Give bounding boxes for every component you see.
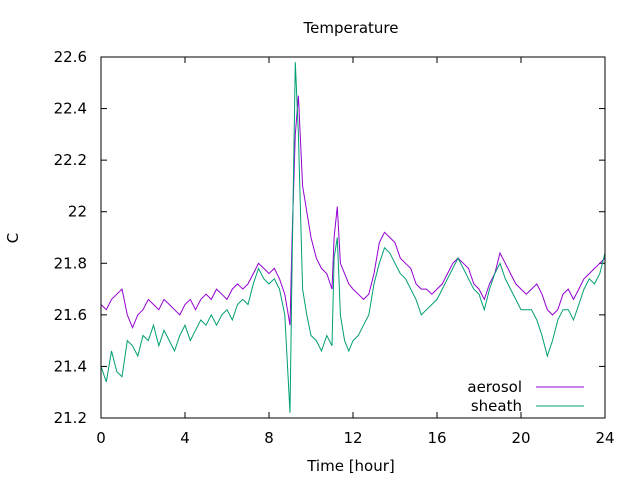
plot-border <box>100 56 606 419</box>
y-tick-label: 22.6 <box>54 48 87 66</box>
x-axis-label: Time [hour] <box>306 457 395 475</box>
x-tick-label: 16 <box>427 429 446 447</box>
x-tick-label: 8 <box>264 429 274 447</box>
y-tick-label: 22.4 <box>54 100 87 118</box>
x-tick-label: 20 <box>511 429 530 447</box>
y-tick-label: 21.4 <box>54 357 87 375</box>
series-layer <box>100 62 606 413</box>
y-tick-label: 22.2 <box>54 151 87 169</box>
x-tick-label: 4 <box>180 429 190 447</box>
chart-title: Temperature <box>302 19 398 37</box>
series-line-sheath <box>100 62 606 413</box>
y-axis-label: C <box>4 233 22 243</box>
legend: aerosol sheath <box>467 378 584 415</box>
legend-label-aerosol: aerosol <box>467 378 522 396</box>
axis-ticks: 0 4 8 12 16 20 24 21.2 21.4 21.6 21.8 22 22.2 22.4 22.… <box>54 48 615 447</box>
legend-label-sheath: sheath <box>471 397 522 415</box>
y-tick-label: 21.2 <box>54 409 87 427</box>
y-tick-label: 21.8 <box>54 254 87 272</box>
x-tick-label: 12 <box>343 429 362 447</box>
y-tick-label: 21.6 <box>54 306 87 324</box>
x-tick-label: 24 <box>595 429 614 447</box>
series-line-aerosol <box>100 95 606 330</box>
y-tick-label: 22 <box>68 203 87 221</box>
x-tick-label: 0 <box>96 429 106 447</box>
